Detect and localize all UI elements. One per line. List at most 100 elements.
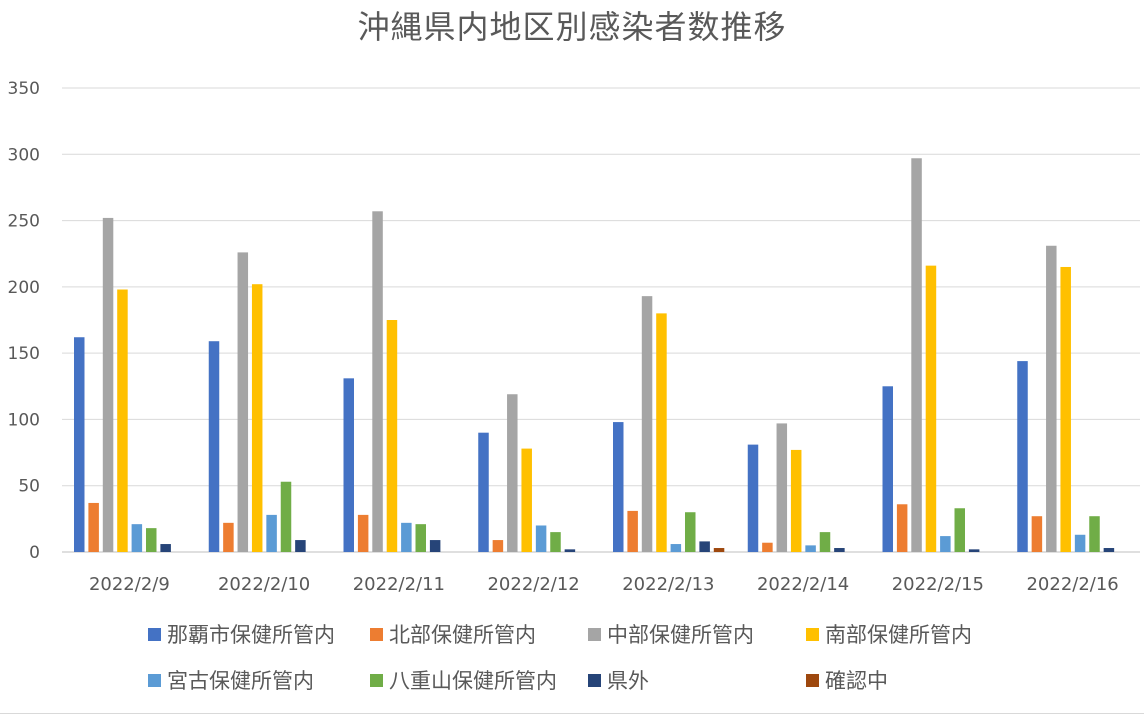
x-tick-label: 2022/2/15	[892, 574, 984, 595]
legend-label: 県外	[607, 669, 649, 693]
x-tick-label: 2022/2/10	[218, 574, 310, 595]
bar-3-3	[372, 211, 383, 552]
y-tick-label: 300	[8, 145, 40, 165]
bar-7-1	[160, 544, 171, 552]
bars	[74, 158, 1115, 553]
bar-7-7	[968, 549, 980, 552]
bar-6-6	[819, 532, 831, 552]
legend-item: 確認中	[806, 669, 888, 693]
bar-7-6	[834, 548, 845, 552]
bar-7-5	[699, 541, 710, 552]
bar-5-5	[670, 544, 682, 552]
legend-item: 那覇市保健所管内	[148, 623, 335, 647]
legend-swatch	[588, 628, 601, 641]
bar-1-3	[343, 378, 354, 552]
bar-5-8	[1074, 534, 1086, 552]
legend-label: 確認中	[825, 669, 888, 693]
x-tick-label: 2022/2/9	[89, 574, 170, 595]
legend-item: 中部保健所管内	[588, 623, 754, 647]
bar-4-3	[386, 320, 398, 552]
bar-4-5	[656, 313, 667, 552]
bar-6-8	[1089, 516, 1100, 552]
bar-3-2	[237, 252, 249, 553]
bar-6-5	[685, 512, 696, 552]
legend-swatch	[148, 628, 161, 641]
legend-swatch	[806, 628, 819, 641]
bar-5-3	[401, 522, 412, 552]
bar-2-6	[762, 542, 773, 552]
bar-3-5	[641, 296, 653, 552]
bar-2-7	[896, 504, 908, 552]
legend-label: 宮古保健所管内	[167, 669, 314, 693]
bar-4-2	[251, 284, 263, 552]
y-tick-label: 100	[8, 410, 40, 430]
bar-5-1	[131, 524, 143, 552]
bar-4-7	[925, 265, 937, 552]
y-tick-label: 150	[8, 344, 40, 364]
y-axis-ticks: 0 50 100 150 200 250 300 350	[8, 79, 40, 563]
bar-5-2	[266, 514, 277, 552]
bar-1-1	[74, 337, 85, 552]
bar-4-1	[117, 289, 128, 552]
legend-label: 北部保健所管内	[389, 623, 536, 647]
legend-swatch	[588, 674, 601, 687]
legend-item: 南部保健所管内	[806, 623, 972, 647]
legend-item: 北部保健所管内	[370, 623, 536, 647]
legend-swatch	[370, 628, 383, 641]
bar-1-6	[747, 444, 759, 552]
bottom-divider	[0, 713, 1144, 714]
bar-5-6	[805, 545, 816, 552]
bar-3-6	[776, 423, 788, 552]
legend-swatch	[806, 674, 819, 687]
x-tick-label: 2022/2/11	[353, 574, 445, 595]
bar-1-5	[613, 422, 624, 552]
bar-7-3	[429, 540, 441, 552]
bar-2-8	[1031, 516, 1043, 552]
bar-5-7	[940, 536, 951, 552]
bar-1-7	[882, 386, 893, 552]
bar-6-3	[415, 524, 426, 552]
bar-3-8	[1046, 245, 1057, 552]
bar-2-3	[357, 514, 369, 552]
legend-swatch	[370, 674, 383, 687]
bar-7-4	[564, 549, 576, 552]
bar-2-1	[88, 502, 99, 552]
legend-item: 県外	[588, 669, 649, 693]
x-tick-label: 2022/2/16	[1026, 574, 1118, 595]
bar-3-7	[911, 158, 922, 552]
bar-2-4	[492, 540, 504, 552]
chart-title: 沖縄県内地区別感染者数推移	[357, 8, 787, 46]
legend-label: 中部保健所管内	[607, 623, 754, 647]
bar-1-4	[478, 432, 489, 552]
bar-7-2	[295, 540, 306, 552]
bar-7-8	[1103, 548, 1115, 552]
legend-item: 八重山保健所管内	[370, 669, 557, 693]
bar-1-8	[1017, 361, 1028, 552]
bar-4-6	[790, 449, 802, 552]
legend-label: 南部保健所管内	[825, 623, 972, 647]
legend-label: 那覇市保健所管内	[167, 623, 335, 647]
bar-4-8	[1060, 266, 1071, 552]
bar-2-2	[223, 522, 234, 552]
bar-1-2	[208, 341, 220, 552]
y-tick-label: 200	[8, 278, 40, 298]
gridlines	[62, 87, 1140, 553]
bar-2-5	[627, 510, 638, 552]
x-axis-ticks: 2022/2/9 2022/2/10 2022/2/11 2022/2/12 2022/…	[89, 574, 1119, 595]
bar-4-4	[521, 448, 532, 552]
bar-8-5	[713, 548, 725, 552]
bar-6-7	[954, 508, 965, 552]
x-tick-label: 2022/2/12	[487, 574, 579, 595]
legend-item: 宮古保健所管内	[148, 669, 314, 693]
bar-6-2	[280, 481, 292, 552]
legend-swatch	[148, 674, 161, 687]
bar-5-4	[535, 525, 547, 552]
y-tick-label: 250	[8, 212, 40, 232]
legend-label: 八重山保健所管内	[389, 669, 557, 693]
bar-3-1	[102, 217, 114, 553]
bar-6-1	[146, 528, 157, 552]
y-tick-label: 0	[29, 543, 40, 563]
x-tick-label: 2022/2/13	[622, 574, 714, 595]
